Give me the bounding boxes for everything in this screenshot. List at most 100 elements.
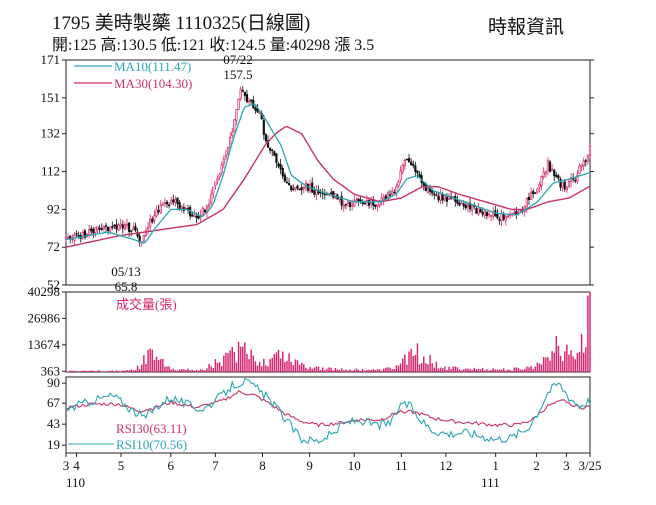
volume-bar [435,361,438,372]
candle-body [300,187,303,191]
volume-bar [509,369,511,372]
candle-body [515,210,518,215]
volume-bar [517,368,520,372]
source-label: 時報資訊 [488,17,565,38]
volume-bar [307,369,309,372]
candle-body [163,202,166,205]
volume-bar [427,364,429,372]
candle-body [502,214,505,220]
volume-bar [334,368,337,372]
volume-bar [229,350,231,372]
ma10-line [65,103,591,244]
volume-bar [214,359,217,372]
x-tick-label: 7 [212,458,219,473]
volume-bar [401,358,404,372]
volume-bar [252,355,255,372]
candle-body [458,202,461,206]
volume-bar [528,367,530,372]
candle-body [574,179,577,182]
volume-bar [357,369,360,372]
candle-body [548,161,552,172]
volume-bar [98,370,101,372]
candle-body [346,201,350,204]
volume-bar [233,352,236,372]
volume-bar [237,341,240,372]
volume-bar [568,354,570,372]
volume-bar [189,370,191,372]
volume-bar [526,366,528,372]
x-tick-label: 5 [118,458,125,473]
volume-bar [553,352,555,372]
price-panel-frame [65,59,591,286]
candle-body [551,168,554,171]
volume-bar [134,370,137,372]
volume-bar [343,370,345,372]
candle-body [142,235,145,242]
volume-bar [555,336,558,372]
candle-body [330,192,333,194]
volume-bar [77,371,80,372]
candle-body [477,207,480,215]
volume-bar [115,370,118,372]
x-year-label: 111 [481,475,500,490]
candle-body [361,202,364,204]
candle-body [563,181,566,190]
volume-bar [84,370,86,372]
volume-bar [355,368,358,372]
volume-bar [79,370,82,372]
candle-body [245,94,249,103]
price-tick-label: 132 [41,126,61,141]
candle-body [443,195,446,200]
volume-bar [105,371,107,372]
volume-bar [441,368,444,372]
candle-body [125,223,129,227]
volume-bar [166,366,168,372]
candle-body [98,227,101,230]
candle-body [578,165,581,175]
candle-body [439,193,442,201]
volume-bar [311,368,313,372]
volume-bar [467,368,469,372]
candle-body [386,192,390,200]
candle-body [294,187,297,190]
volume-bar [463,369,465,372]
volume-bar [547,357,549,372]
volume-bar [176,370,179,372]
volume-bar [574,359,577,372]
candle-body [266,140,270,148]
candle-body [437,196,440,201]
volume-bar [536,362,539,372]
volume-bar [157,360,160,372]
candle-body [109,226,112,232]
candle-body [250,99,253,102]
candle-body [130,230,133,232]
candle-body [405,158,408,161]
volume-bar [138,369,141,372]
candle-body [462,203,465,207]
volume-bar [378,369,381,372]
candle-body [378,200,381,206]
volume-bar [570,350,572,372]
volume-bar [273,354,276,372]
candle-body [468,202,472,210]
volume-bar [496,369,499,372]
volume-bar [147,349,149,372]
price-tick-label: 112 [41,164,60,179]
volume-bar [204,370,206,372]
volume-bar [69,370,71,372]
volume-bar [347,370,349,372]
x-tick-label: 4 [73,458,80,473]
candle-body [553,169,556,177]
volume-bar [86,370,88,372]
x-tick-label: 11 [395,458,408,473]
candle-body [271,149,274,152]
candle-body [388,194,392,196]
volume-tick-label: 40298 [28,284,61,299]
volume-bar [380,370,383,372]
candle-body [176,197,179,205]
candle-body [475,208,478,214]
volume-bar [524,368,526,372]
volume-bar [126,370,128,372]
candle-body [496,214,499,219]
candle-body [376,204,379,207]
